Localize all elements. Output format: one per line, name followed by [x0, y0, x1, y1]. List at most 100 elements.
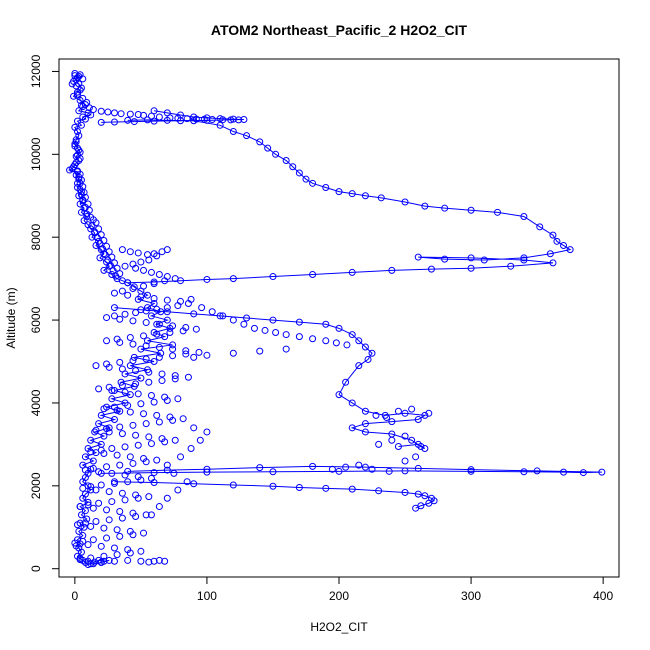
scatter-point — [182, 347, 190, 355]
scatter-point — [81, 466, 89, 474]
scatter-point — [118, 489, 126, 497]
data-point — [73, 128, 81, 136]
scatter-point — [68, 80, 76, 88]
data-point — [137, 345, 145, 353]
plot-area — [66, 70, 606, 569]
scatter-point — [388, 436, 396, 444]
scatter-point — [166, 114, 174, 122]
data-point — [153, 320, 161, 328]
scatter-point — [97, 542, 105, 550]
data-point — [348, 424, 356, 432]
data-point — [80, 523, 88, 531]
scatter-point — [322, 337, 330, 345]
data-point — [295, 483, 303, 491]
data-point — [335, 467, 343, 475]
scatter-point — [195, 348, 203, 356]
data-point — [203, 465, 211, 473]
data-point — [190, 480, 198, 488]
y-tick-label: 6000 — [29, 306, 43, 333]
scatter-point — [113, 526, 121, 534]
scatter-point — [401, 457, 409, 465]
scatter-point — [105, 363, 113, 371]
scatter-point — [295, 333, 303, 341]
scatter-point — [190, 353, 198, 361]
data-point — [77, 121, 85, 129]
scatter-point — [129, 421, 137, 429]
scatter-point — [132, 512, 140, 520]
data-point — [309, 462, 317, 470]
scatter-point — [155, 343, 163, 351]
data-point — [368, 349, 376, 357]
scatter-point — [73, 179, 81, 187]
scatter-point — [118, 287, 126, 295]
scatter-point — [182, 350, 190, 358]
scatter-point — [129, 317, 137, 325]
data-point — [401, 467, 409, 475]
data-point — [100, 432, 108, 440]
data-point — [269, 273, 277, 281]
data-point — [553, 237, 561, 245]
data-point — [361, 463, 369, 471]
scatter-point — [142, 511, 150, 519]
data-point — [364, 355, 372, 363]
scatter-point — [272, 329, 280, 337]
data-point — [414, 490, 422, 498]
scatter-point — [110, 544, 118, 552]
data-point — [414, 416, 422, 424]
scatter-point — [235, 116, 243, 124]
data-point — [216, 312, 224, 320]
scatter-point — [147, 268, 155, 276]
data-point — [493, 208, 501, 216]
data-point — [536, 223, 544, 231]
scatter-point — [140, 266, 148, 274]
scatter-point — [100, 405, 108, 413]
data-point — [335, 188, 343, 196]
data-point — [150, 469, 158, 477]
series-line — [114, 307, 427, 449]
data-point — [147, 312, 155, 320]
scatter-point — [118, 246, 126, 254]
data-point — [348, 485, 356, 493]
scatter-point — [126, 248, 134, 256]
scatter-point — [71, 142, 79, 150]
scatter-point — [109, 267, 117, 275]
data-point — [269, 468, 277, 476]
data-point — [467, 206, 475, 214]
scatter-point — [108, 387, 116, 395]
scatter-point — [208, 116, 216, 124]
y-tick-label: 8000 — [29, 224, 43, 251]
data-point — [441, 204, 449, 212]
scatter-point — [116, 358, 124, 366]
scatter-point — [147, 511, 155, 519]
scatter-point — [401, 432, 409, 440]
scatter-point — [129, 285, 137, 293]
scatter-point — [155, 556, 163, 564]
scatter-point — [166, 329, 174, 337]
data-point — [348, 190, 356, 198]
scatter-point — [132, 431, 140, 439]
data-point — [163, 316, 171, 324]
scatter-point — [183, 115, 191, 123]
data-point — [110, 387, 118, 395]
scatter-point — [124, 401, 132, 409]
scatter-point — [89, 504, 97, 512]
scatter-point — [134, 494, 142, 502]
scatter-point — [134, 249, 142, 257]
scatter-point — [147, 474, 155, 482]
scatter-point — [89, 106, 97, 114]
scatter-point — [112, 272, 120, 280]
scatter-point — [155, 113, 163, 121]
data-point — [91, 428, 99, 436]
plot-frame — [58, 58, 620, 578]
data-point — [73, 117, 81, 125]
scatter-point — [92, 426, 100, 434]
scatter-point — [121, 443, 129, 451]
x-tick-label: 200 — [329, 589, 349, 603]
data-point — [256, 464, 264, 472]
data-point — [421, 445, 429, 453]
scatter-point — [97, 107, 105, 115]
scatter-point — [100, 552, 108, 560]
data-point — [81, 453, 89, 461]
scatter-point — [83, 99, 91, 107]
data-point — [163, 466, 171, 474]
